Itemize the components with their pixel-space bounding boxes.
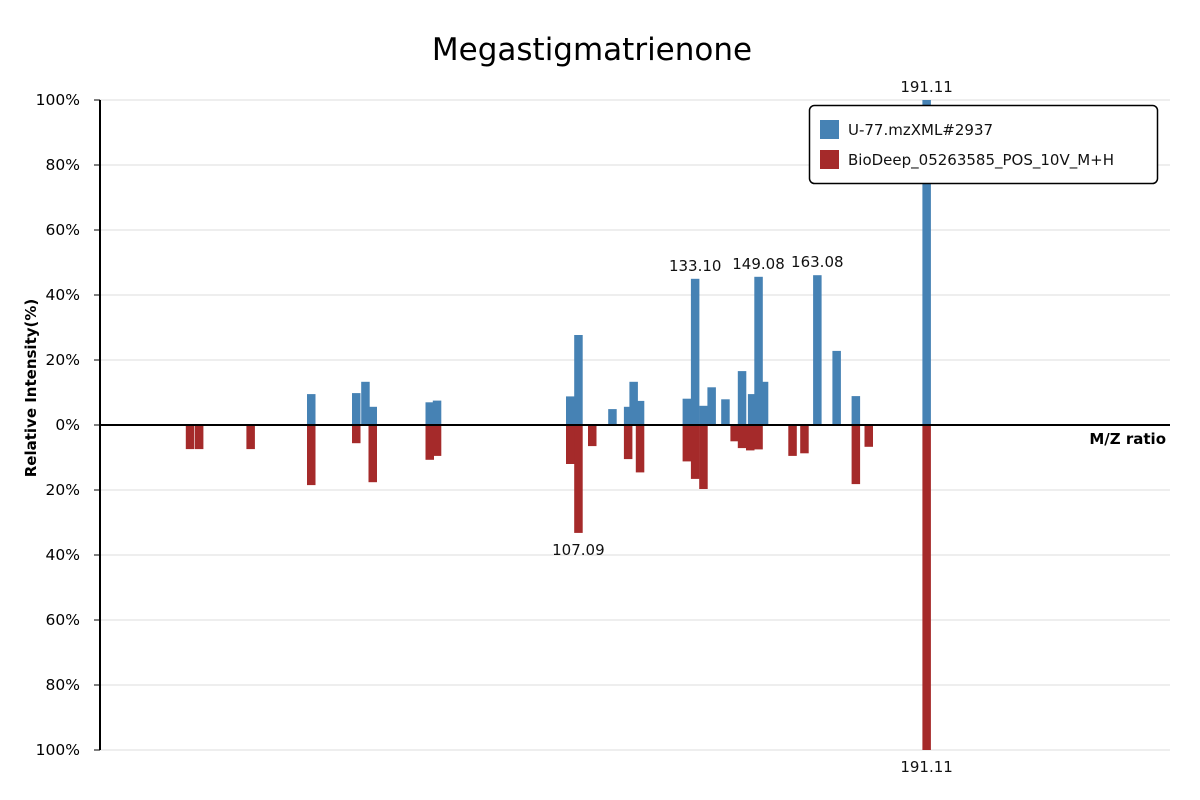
reference-peak-bar	[588, 425, 597, 447]
peak-labels: 191.11 133.10 149.08 163.08 107.09 191.11	[552, 78, 953, 776]
query-peak-bar	[623, 406, 633, 425]
query-peak-bar	[832, 350, 841, 425]
query-peak-bar	[690, 278, 700, 426]
query-peak-label: 163.08	[791, 253, 844, 271]
y-tick-label: 20%	[46, 351, 80, 369]
query-peak-bar	[851, 396, 861, 425]
query-peak-label: 149.08	[732, 255, 785, 273]
legend-swatch-query	[820, 120, 839, 139]
reference-peak-bar	[574, 425, 583, 533]
y-tick-label: 0%	[55, 416, 80, 434]
query-peak-bar	[747, 394, 757, 425]
query-peak-bar	[754, 276, 763, 425]
reference-peak-bar	[635, 425, 645, 473]
query-peak-bar	[759, 381, 769, 425]
query-peak-bar	[699, 405, 708, 425]
reference-peak-bar	[737, 425, 747, 449]
reference-peak-label: 191.11	[900, 758, 953, 776]
reference-peak-bar	[690, 425, 700, 479]
y-tick-label: 40%	[46, 546, 80, 564]
reference-peak-bar	[194, 425, 204, 450]
query-peak-bar	[737, 371, 747, 425]
reference-peak-bar	[699, 425, 708, 489]
reference-peak-bar	[922, 425, 931, 750]
y-axis-ticks: 100% 80% 60% 40% 20% 0% 20% 40% 60% 80% 100%	[36, 91, 100, 759]
reference-peak-bar	[730, 425, 739, 442]
y-axis-label: Relative Intensity(%)	[22, 299, 40, 478]
y-tick-label: 100%	[36, 91, 80, 109]
legend-swatch-reference	[820, 150, 839, 169]
query-peak-bar	[682, 398, 692, 425]
query-peak-bar	[813, 275, 822, 425]
reference-peak-bar	[864, 425, 873, 447]
query-peak-bar	[566, 396, 575, 425]
reference-peak-bar	[746, 425, 755, 451]
reference-peak-bar	[682, 425, 692, 462]
chart-title: Megastigmatrienone	[432, 32, 752, 68]
legend-label-reference: BioDeep_05263585_POS_10V_M+H	[848, 151, 1114, 170]
reference-peak-label: 107.09	[552, 541, 605, 559]
query-peak-bar	[368, 406, 377, 425]
x-axis-label: M/Z ratio	[1089, 430, 1166, 448]
query-peak-bar	[707, 387, 716, 425]
y-tick-label: 40%	[46, 286, 80, 304]
reference-peak-bar	[307, 425, 316, 486]
reference-peak-bar	[368, 425, 377, 483]
reference-peak-bar	[352, 425, 361, 444]
bars	[185, 100, 931, 750]
query-peak-bar	[361, 381, 370, 425]
query-peak-bar	[425, 402, 434, 426]
query-peak-bar	[307, 394, 316, 425]
query-peak-bar	[352, 393, 361, 425]
reference-peak-bar	[800, 425, 809, 454]
query-peak-bar	[608, 409, 617, 425]
y-tick-label: 60%	[46, 221, 80, 239]
query-peak-label: 191.11	[900, 78, 953, 96]
legend-box	[808, 104, 1159, 185]
y-tick-label: 60%	[46, 611, 80, 629]
query-peak-bar	[635, 400, 645, 425]
query-peak-bar	[922, 100, 931, 425]
y-tick-label: 80%	[46, 676, 80, 694]
legend: U-77.mzXML#2937 BioDeep_05263585_POS_10V…	[808, 104, 1159, 185]
query-peak-bar	[574, 335, 583, 425]
reference-peak-bar	[566, 425, 575, 464]
y-tick-label: 20%	[46, 481, 80, 499]
reference-peak-bar	[185, 425, 195, 450]
query-peak-bar	[721, 399, 730, 425]
reference-peak-bar	[754, 425, 763, 450]
y-tick-label: 80%	[46, 156, 80, 174]
reference-peak-bar	[432, 425, 442, 456]
query-peak-bar	[432, 400, 442, 425]
reference-peak-bar	[246, 425, 255, 450]
query-peak-label: 133.10	[669, 257, 722, 275]
reference-peak-bar	[788, 425, 797, 456]
legend-label-query: U-77.mzXML#2937	[848, 121, 993, 139]
reference-peak-bar	[851, 425, 861, 485]
reference-peak-bar	[425, 425, 434, 460]
reference-peak-bar	[623, 425, 633, 460]
y-tick-label: 100%	[36, 741, 80, 759]
query-peak-bar	[629, 381, 638, 425]
